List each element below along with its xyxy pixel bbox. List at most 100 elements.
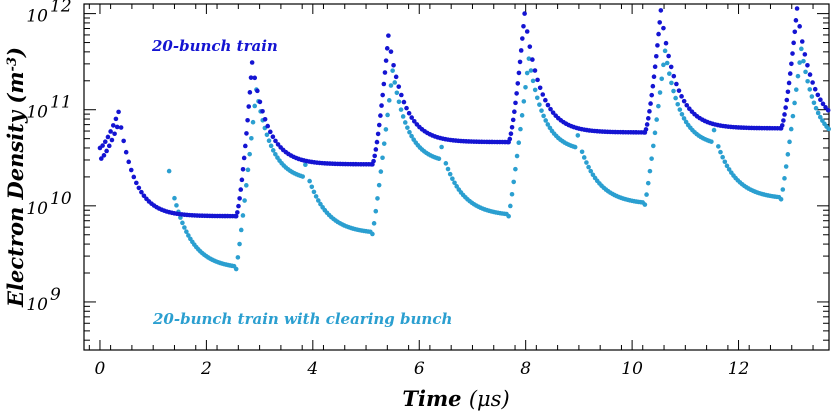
data-point <box>532 87 538 93</box>
data-point <box>239 177 245 183</box>
data-point <box>720 154 725 160</box>
data-point <box>300 174 306 179</box>
data-point <box>244 131 249 136</box>
data-point <box>242 198 247 203</box>
data-point <box>250 119 256 125</box>
data-point <box>385 112 390 118</box>
data-point <box>374 139 380 145</box>
x-axis-title-unit: (μs) <box>469 387 510 411</box>
x-tick-label: 6 <box>414 359 425 379</box>
data-point <box>783 164 789 169</box>
data-point <box>123 149 129 155</box>
data-point <box>805 63 810 68</box>
data-point <box>246 104 252 109</box>
data-point <box>679 94 684 99</box>
data-point <box>572 144 578 150</box>
data-point <box>785 152 791 157</box>
data-point <box>265 123 271 129</box>
data-point <box>101 153 107 158</box>
data-point <box>644 122 650 127</box>
data-point <box>575 133 581 138</box>
data-point <box>823 105 828 110</box>
data-point <box>513 100 518 106</box>
data-point <box>393 74 399 80</box>
data-point <box>681 98 687 104</box>
data-point <box>240 166 246 172</box>
data-point <box>273 151 278 157</box>
data-point <box>436 156 442 162</box>
data-point <box>139 189 144 195</box>
y-tick-exponent: 12 <box>50 0 72 17</box>
data-point <box>386 98 392 103</box>
data-point <box>236 203 241 209</box>
data-point <box>810 80 815 85</box>
data-point <box>647 168 653 174</box>
data-point <box>249 135 254 141</box>
data-point <box>112 131 117 137</box>
data-point <box>383 127 389 132</box>
data-point <box>521 23 526 29</box>
data-point <box>540 92 546 97</box>
data-point <box>586 164 591 170</box>
data-point <box>643 127 649 132</box>
data-point <box>243 143 248 149</box>
data-point <box>675 101 681 107</box>
data-point <box>233 266 239 272</box>
data-point <box>452 180 457 186</box>
data-point <box>311 189 317 195</box>
series-clearing-bunch-points <box>166 46 831 272</box>
data-point <box>174 203 179 208</box>
data-point <box>447 171 453 177</box>
data-point <box>233 213 239 219</box>
data-point <box>372 153 378 159</box>
data-point <box>661 25 666 31</box>
data-point <box>718 149 723 155</box>
data-point <box>238 227 244 233</box>
data-point <box>783 105 788 110</box>
data-point <box>793 87 799 92</box>
data-point <box>267 129 273 135</box>
data-point <box>802 52 808 57</box>
data-point <box>664 60 670 66</box>
data-point <box>801 58 806 64</box>
data-point <box>407 129 412 135</box>
data-point <box>118 125 124 130</box>
data-point <box>826 126 831 132</box>
data-point <box>376 122 382 128</box>
y-axis-title-unit-close: ) <box>3 47 28 58</box>
data-point <box>789 61 794 67</box>
data-point <box>375 131 381 137</box>
data-point <box>273 138 278 144</box>
data-point <box>654 117 659 122</box>
data-point <box>522 11 527 16</box>
data-point <box>681 116 687 121</box>
data-point <box>817 114 823 120</box>
data-point <box>450 176 455 181</box>
data-point <box>671 73 677 79</box>
data-point <box>509 191 515 197</box>
data-point <box>235 255 241 260</box>
data-point <box>517 59 523 65</box>
data-point <box>782 112 787 117</box>
data-point <box>114 124 120 130</box>
data-point <box>394 90 400 96</box>
data-point <box>711 127 717 133</box>
data-point <box>268 143 274 149</box>
data-point <box>400 114 406 119</box>
data-point <box>379 103 384 108</box>
data-point <box>651 74 657 79</box>
y-axis-title-unit-exp: -3 <box>5 57 20 71</box>
data-point <box>820 101 826 107</box>
data-point <box>673 95 678 101</box>
data-point <box>381 81 387 87</box>
x-tick-label: 10 <box>621 359 643 379</box>
data-point <box>237 241 242 247</box>
data-point <box>182 225 187 230</box>
data-point <box>657 20 663 25</box>
data-point <box>303 162 308 168</box>
data-point <box>443 161 449 166</box>
data-point <box>807 72 813 77</box>
y-axis-title-main: Electron Density <box>3 109 28 308</box>
data-point <box>809 94 815 99</box>
data-point <box>266 138 272 144</box>
